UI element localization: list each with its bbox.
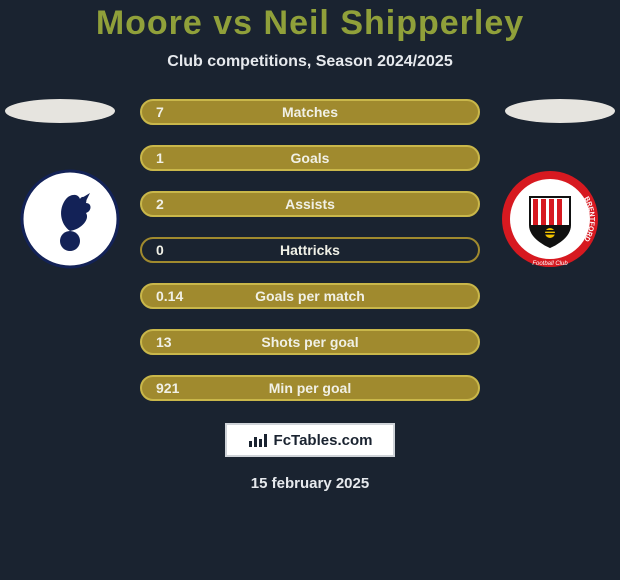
stat-label: Shots per goal: [142, 334, 478, 350]
date-text: 15 february 2025: [251, 475, 369, 492]
stat-row: 921Min per goal: [140, 375, 480, 401]
player-right-silhouette: [505, 99, 615, 123]
stat-row: 0.14Goals per match: [140, 283, 480, 309]
stat-row: 2Assists: [140, 191, 480, 217]
brand-text: FcTables.com: [274, 432, 373, 449]
stat-label: Goals: [142, 150, 478, 166]
comparison-body: BRENTFORD Football Club 7Matches 1Goals 2A…: [0, 99, 620, 580]
brand-badge: FcTables.com: [225, 423, 395, 457]
stat-label: Matches: [142, 104, 478, 120]
stat-row: 7Matches: [140, 99, 480, 125]
tottenham-style-crest-icon: [20, 169, 120, 269]
stat-row: 0Hattricks: [140, 237, 480, 263]
footer: FcTables.com 15 february 2025: [225, 423, 395, 492]
bar-chart-icon: [248, 432, 268, 448]
club-badge-right: BRENTFORD Football Club: [500, 169, 600, 269]
page-subtitle: Club competitions, Season 2024/2025: [167, 53, 452, 71]
brentford-style-crest-icon: BRENTFORD Football Club: [500, 169, 600, 269]
stat-label: Assists: [142, 196, 478, 212]
player-left-silhouette: [5, 99, 115, 123]
club-badge-left: [20, 169, 120, 269]
stat-label: Hattricks: [142, 242, 478, 258]
stat-row: 1Goals: [140, 145, 480, 171]
stat-label: Goals per match: [142, 288, 478, 304]
stat-label: Min per goal: [142, 380, 478, 396]
stat-row: 13Shots per goal: [140, 329, 480, 355]
page-title: Moore vs Neil Shipperley: [96, 4, 524, 43]
svg-text:Football Club: Football Club: [532, 261, 568, 267]
stats-list: 7Matches 1Goals 2Assists 0Hattricks 0.14Goal…: [140, 99, 480, 401]
comparison-card: Moore vs Neil Shipperley Club competitio…: [0, 0, 620, 580]
